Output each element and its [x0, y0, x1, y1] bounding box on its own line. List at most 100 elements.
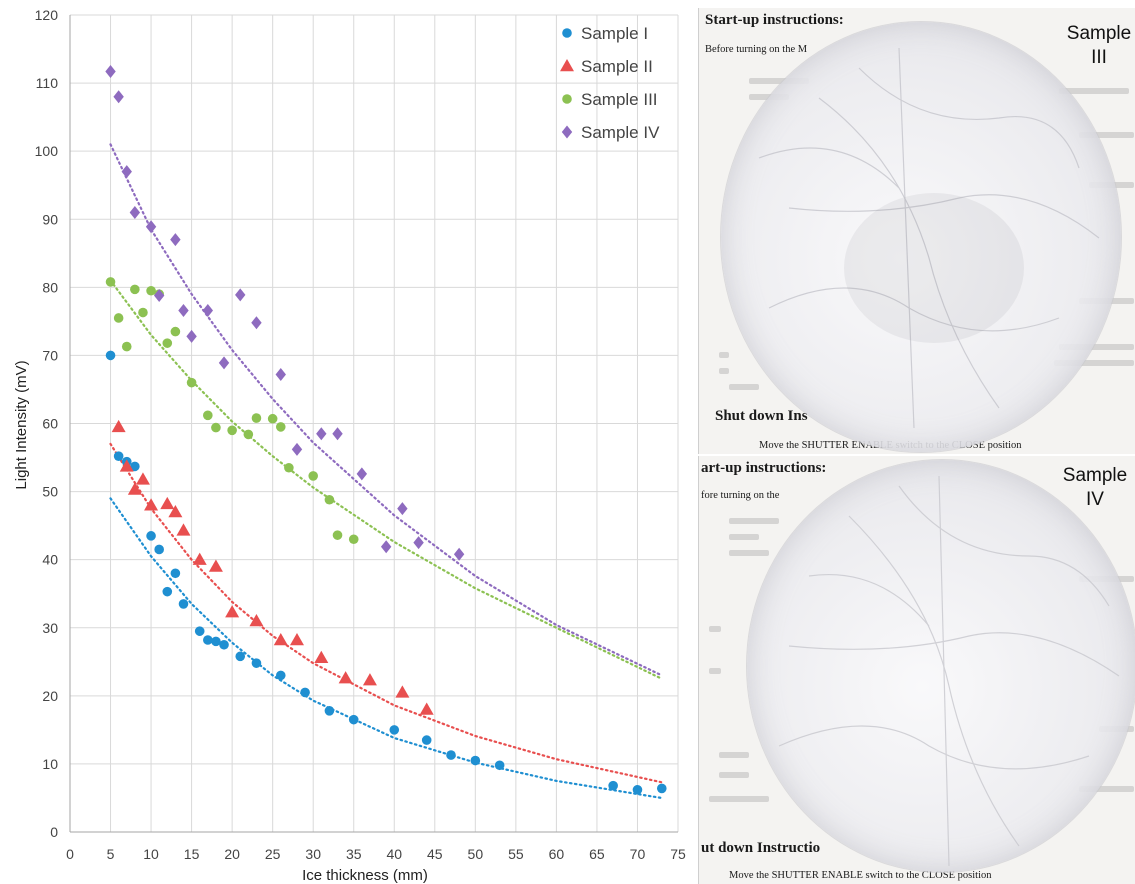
x-tick-label: 40 — [386, 846, 402, 862]
data-point — [413, 536, 424, 550]
y-tick-label: 0 — [50, 824, 58, 840]
data-point — [113, 313, 124, 323]
x-tick-label: 65 — [589, 846, 605, 862]
trendline — [109, 442, 663, 784]
data-point — [251, 658, 262, 668]
sample-label-word: Sample — [1062, 465, 1128, 486]
data-point — [291, 442, 303, 456]
data-point — [395, 685, 410, 698]
x-tick-label: 50 — [468, 846, 484, 862]
legend-label: Sample I — [581, 24, 648, 43]
x-tick-label: 5 — [107, 846, 115, 862]
data-point — [314, 650, 329, 663]
data-point — [227, 425, 237, 436]
document-footer-heading: ut down Instructio — [701, 840, 821, 856]
data-point — [348, 714, 359, 725]
data-point — [608, 780, 618, 791]
data-point — [470, 755, 481, 766]
data-point — [273, 633, 288, 646]
data-point — [105, 277, 116, 287]
data-point — [300, 687, 310, 698]
x-tick-label: 10 — [143, 846, 159, 862]
x-tick-label: 70 — [630, 846, 646, 862]
grid-lines — [69, 14, 679, 833]
y-tick-label: 70 — [42, 347, 58, 363]
data-point — [202, 303, 214, 317]
data-point — [121, 341, 132, 352]
y-tick-label: 30 — [42, 620, 58, 636]
data-point — [284, 462, 294, 473]
legend-label: Sample III — [581, 90, 658, 109]
data-point — [211, 422, 221, 433]
scatter-chart: 0 5 10 15 20 25 30 35 40 45 50 55 60 65 70 75 0 10 20 30 40 5… — [13, 7, 686, 884]
data-point — [494, 760, 505, 771]
x-tick-label: 0 — [66, 846, 74, 862]
data-point — [275, 670, 286, 681]
x-tick-label: 15 — [184, 846, 200, 862]
legend-label: Sample IV — [581, 123, 660, 142]
data-point — [162, 586, 173, 597]
axes: 0 5 10 15 20 25 30 35 40 45 50 55 60 65 70 75 0 10 20 30 40 5… — [35, 7, 686, 862]
y-tick-label: 80 — [42, 279, 58, 295]
data-point — [446, 750, 456, 760]
data-point — [235, 288, 246, 302]
data-point — [129, 205, 141, 219]
sample-label-numeral: III — [1091, 47, 1107, 68]
data-point — [119, 459, 134, 472]
document-line: fore turning on the — [701, 490, 780, 501]
data-point — [362, 673, 377, 686]
data-point — [632, 784, 643, 795]
data-point — [656, 783, 667, 794]
data-point — [380, 540, 392, 554]
chart-panel: 0 5 10 15 20 25 30 35 40 45 50 55 60 65 70 75 0 10 20 30 40 5… — [13, 7, 686, 884]
y-axis-title: Light Intensity (mV) — [13, 360, 30, 489]
y-tick-label: 40 — [42, 552, 58, 568]
trendline — [109, 279, 663, 680]
ice-texture — [778, 475, 1120, 867]
data-point — [130, 461, 140, 472]
sample-label-numeral: IV — [1086, 489, 1104, 510]
data-point — [308, 471, 319, 481]
data-point — [267, 413, 278, 424]
data-point — [225, 605, 240, 618]
y-tick-label: 50 — [42, 484, 58, 500]
x-tick-label: 20 — [224, 846, 240, 862]
data-point — [144, 498, 159, 511]
data-point — [211, 636, 221, 647]
data-point — [203, 410, 213, 421]
x-tick-label: 60 — [549, 846, 565, 862]
data-point — [356, 467, 368, 481]
x-tick-label: 75 — [670, 846, 686, 862]
data-point — [176, 523, 191, 536]
data-point — [170, 568, 181, 579]
data-point — [113, 90, 124, 104]
data-point — [208, 559, 223, 572]
data-point — [203, 635, 213, 645]
data-point — [186, 329, 197, 343]
data-point — [186, 377, 197, 388]
data-point — [170, 233, 181, 247]
ice-texture — [758, 47, 1100, 429]
data-point — [251, 413, 262, 423]
y-tick-label: 20 — [42, 688, 58, 704]
data-point — [348, 534, 359, 545]
data-point — [135, 472, 150, 485]
y-tick-label: 10 — [42, 756, 58, 772]
sample-label-word: Sample — [1066, 23, 1132, 44]
data-point — [111, 419, 126, 433]
ice-disc-sample-iii — [721, 22, 1121, 452]
data-point — [389, 725, 400, 735]
data-point — [275, 422, 286, 432]
x-tick-label: 45 — [427, 846, 443, 862]
data-point — [243, 429, 254, 440]
legend-label: Sample II — [581, 57, 653, 76]
y-tick-label: 120 — [35, 7, 59, 23]
data-point — [170, 326, 181, 337]
data-point — [127, 482, 142, 495]
data-point — [219, 639, 229, 650]
x-tick-label: 25 — [265, 846, 281, 862]
data-point — [178, 599, 189, 609]
trendline — [109, 497, 663, 800]
y-tick-label: 100 — [35, 143, 59, 159]
data-point — [192, 552, 207, 565]
